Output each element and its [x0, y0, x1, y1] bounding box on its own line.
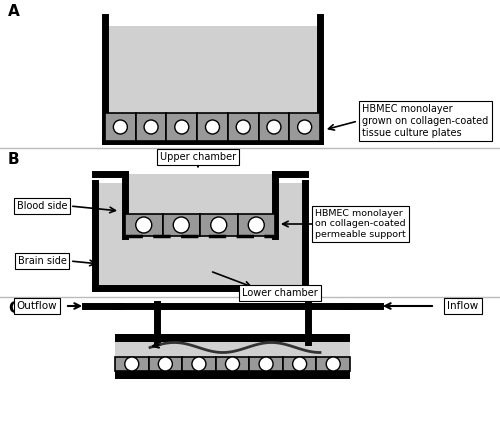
Circle shape: [326, 357, 340, 371]
Text: Inflow: Inflow: [448, 301, 478, 311]
Bar: [115, 334, 350, 342]
Circle shape: [236, 120, 250, 134]
Text: Brain side: Brain side: [18, 256, 66, 266]
Text: HBMEC monolayer
grown on collagen-coated
tissue culture plates: HBMEC monolayer grown on collagen-coated…: [362, 104, 488, 138]
Text: A: A: [8, 4, 20, 19]
Circle shape: [175, 120, 189, 134]
Bar: [290, 113, 320, 141]
Bar: [136, 113, 166, 141]
Circle shape: [298, 120, 312, 134]
Circle shape: [158, 357, 172, 371]
Text: Lower chamber: Lower chamber: [242, 288, 318, 298]
Bar: [182, 357, 216, 371]
Bar: [105, 26, 320, 141]
Text: HBMEC monolayer
on collagen-coated
permeable support: HBMEC monolayer on collagen-coated perme…: [315, 209, 406, 239]
Circle shape: [226, 357, 239, 371]
Circle shape: [136, 217, 152, 233]
Text: B: B: [8, 152, 20, 167]
Circle shape: [292, 357, 306, 371]
Circle shape: [248, 217, 264, 233]
Bar: [238, 214, 275, 236]
Bar: [316, 357, 350, 371]
Text: Blood side: Blood side: [17, 201, 67, 211]
Circle shape: [114, 120, 128, 134]
Text: C: C: [8, 301, 19, 316]
Bar: [228, 113, 258, 141]
Bar: [105, 113, 136, 141]
Bar: [200, 214, 237, 236]
Bar: [115, 357, 148, 371]
Circle shape: [259, 357, 273, 371]
Bar: [125, 214, 162, 236]
Bar: [166, 113, 197, 141]
Bar: [283, 357, 316, 371]
Circle shape: [206, 120, 220, 134]
Bar: [95, 183, 305, 288]
Circle shape: [211, 217, 227, 233]
Bar: [250, 357, 283, 371]
Bar: [197, 113, 228, 141]
Bar: [216, 357, 250, 371]
Circle shape: [174, 217, 189, 233]
Circle shape: [267, 120, 281, 134]
Bar: [115, 371, 350, 379]
Bar: [148, 357, 182, 371]
Bar: [115, 342, 350, 357]
Circle shape: [125, 357, 139, 371]
Bar: [125, 174, 275, 214]
Text: Outflow: Outflow: [16, 301, 58, 311]
Bar: [162, 214, 200, 236]
Bar: [258, 113, 290, 141]
Circle shape: [192, 357, 206, 371]
Circle shape: [144, 120, 158, 134]
Text: Upper chamber: Upper chamber: [160, 152, 236, 162]
